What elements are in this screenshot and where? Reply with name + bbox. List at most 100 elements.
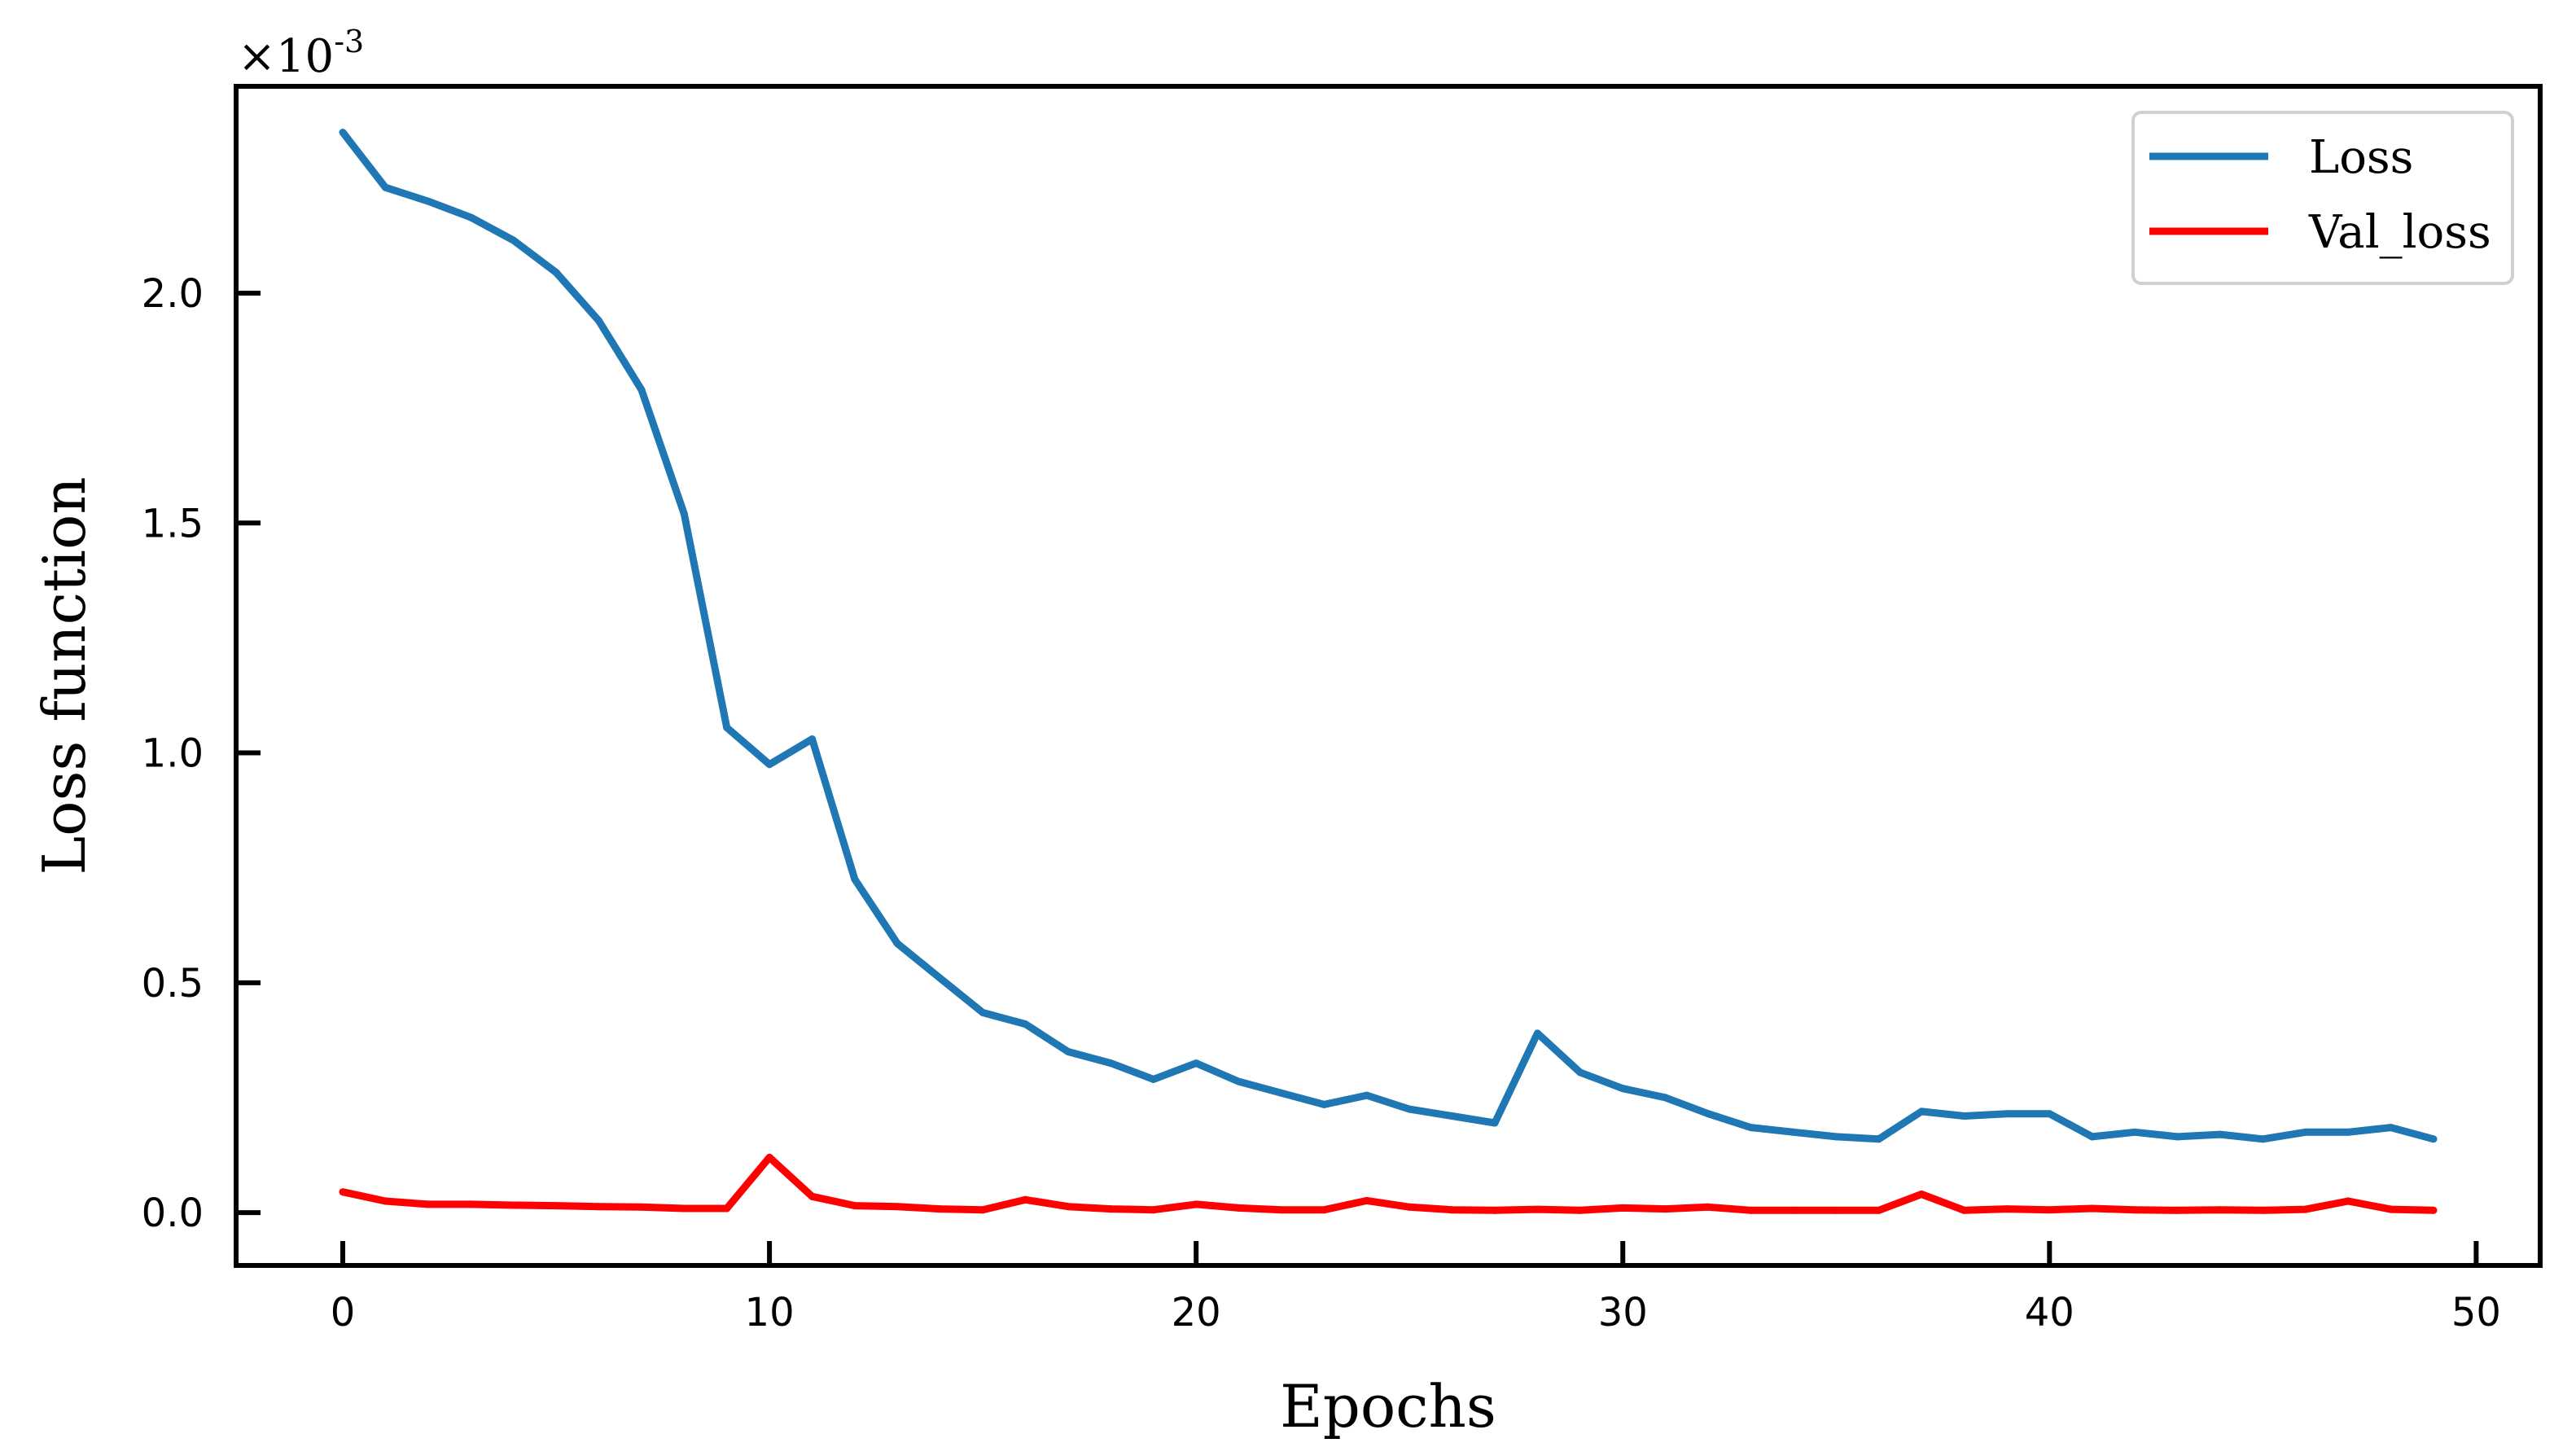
data-point-val-loss [1790, 1206, 1798, 1214]
data-point-loss [2088, 1133, 2096, 1141]
series-line-val-loss [342, 1153, 2434, 1214]
data-point-val-loss [1619, 1204, 1627, 1212]
data-point-val-loss [552, 1202, 560, 1210]
data-point-loss [1448, 1112, 1457, 1120]
data-point-val-loss [1064, 1203, 1072, 1211]
data-point-loss [1704, 1110, 1712, 1118]
data-point-loss [339, 129, 347, 136]
data-point-val-loss [467, 1200, 475, 1208]
data-point-loss [467, 213, 475, 221]
data-point-val-loss [808, 1192, 816, 1200]
plot-area [339, 129, 2438, 1214]
data-point-loss [1790, 1128, 1798, 1136]
data-point-val-loss [1491, 1206, 1499, 1214]
legend: Loss Val_loss [2131, 111, 2514, 285]
data-point-val-loss [1662, 1205, 1670, 1213]
data-point-val-loss [1022, 1195, 1029, 1204]
data-point-loss [510, 236, 518, 244]
data-point-val-loss [1320, 1206, 1328, 1214]
x-tick-label: 50 [2451, 1290, 2501, 1335]
data-point-loss [680, 510, 688, 518]
data-point-val-loss [510, 1201, 518, 1209]
data-point-loss [637, 386, 646, 394]
data-point-loss [2387, 1124, 2395, 1132]
data-point-loss [1491, 1119, 1499, 1127]
y-axis-title: Loss function [30, 476, 99, 875]
data-point-val-loss [2003, 1205, 2011, 1213]
y-tick-label: 0.0 [142, 1191, 204, 1236]
data-point-loss [1533, 1029, 1541, 1037]
data-point-loss [2045, 1110, 2053, 1118]
data-point-loss [1022, 1020, 1029, 1028]
data-point-val-loss [1533, 1205, 1541, 1213]
data-point-loss [2344, 1128, 2352, 1136]
data-point-loss [1106, 1059, 1115, 1068]
data-point-val-loss [1106, 1205, 1115, 1213]
data-point-val-loss [765, 1153, 773, 1161]
data-point-loss [2258, 1135, 2267, 1143]
data-point-val-loss [1704, 1203, 1712, 1211]
y-scale-base: ×10 [238, 30, 334, 83]
data-point-val-loss [979, 1206, 987, 1214]
data-point-val-loss [851, 1202, 859, 1210]
data-point-loss [2216, 1130, 2224, 1138]
data-point-val-loss [723, 1204, 731, 1213]
y-tick-label: 2.0 [142, 271, 204, 317]
data-point-val-loss [1960, 1206, 1968, 1214]
data-point-val-loss [2429, 1206, 2438, 1214]
data-point-loss [1875, 1135, 1883, 1143]
data-point-val-loss [1875, 1206, 1883, 1214]
data-point-val-loss [637, 1203, 646, 1211]
data-point-val-loss [1448, 1206, 1457, 1214]
data-point-val-loss [1235, 1204, 1243, 1212]
legend-label-loss: Loss [2309, 131, 2413, 184]
data-point-loss [381, 183, 389, 191]
data-point-loss [808, 735, 816, 743]
x-tick-label: 0 [331, 1290, 356, 1335]
data-point-loss [936, 974, 944, 982]
series-line-loss [340, 129, 2435, 1143]
data-point-loss [2131, 1128, 2139, 1136]
axes-frame [234, 84, 2543, 1268]
data-point-loss [2003, 1110, 2011, 1118]
data-point-val-loss [680, 1204, 688, 1213]
data-point-val-loss [2387, 1205, 2395, 1213]
data-point-val-loss [1747, 1206, 1755, 1214]
data-point-val-loss [1405, 1203, 1413, 1211]
axis-ticks: 0 10 20 30 40 50 0.0 0.5 1.0 1.5 2.0 [142, 271, 2501, 1335]
data-point-val-loss [2302, 1205, 2310, 1213]
data-point-loss [1192, 1059, 1200, 1068]
data-point-loss [851, 875, 859, 884]
data-point-loss [1917, 1107, 1925, 1116]
y-scale-multiplier: ×10-3 [238, 24, 364, 83]
data-point-val-loss [424, 1200, 432, 1208]
data-point-val-loss [936, 1205, 944, 1213]
data-point-val-loss [2258, 1206, 2267, 1214]
data-point-val-loss [2045, 1206, 2053, 1214]
data-point-loss [1747, 1124, 1755, 1132]
data-point-val-loss [1192, 1200, 1200, 1208]
data-point-loss [1576, 1068, 1584, 1077]
data-point-loss [893, 940, 901, 948]
y-tick-label: 1.0 [142, 731, 204, 777]
data-point-loss [1405, 1105, 1413, 1113]
data-point-loss [723, 724, 731, 731]
x-tick-label: 40 [2025, 1290, 2074, 1335]
data-point-val-loss [1150, 1206, 1158, 1214]
data-point-loss [1064, 1048, 1072, 1055]
data-point-loss [1320, 1100, 1328, 1108]
data-point-loss [1363, 1091, 1371, 1099]
y-tick-label: 0.5 [142, 961, 204, 1006]
x-tick-label: 30 [1598, 1290, 1648, 1335]
x-tick-label: 20 [1172, 1290, 1221, 1335]
data-point-loss [1277, 1089, 1286, 1097]
data-point-val-loss [1576, 1206, 1584, 1214]
data-point-val-loss [2131, 1206, 2139, 1214]
data-point-loss [1662, 1094, 1670, 1102]
data-point-val-loss [1917, 1191, 1925, 1198]
data-point-loss [1832, 1133, 1840, 1141]
data-point-loss [552, 269, 560, 277]
data-point-loss [1150, 1075, 1158, 1083]
data-point-val-loss [595, 1203, 602, 1211]
